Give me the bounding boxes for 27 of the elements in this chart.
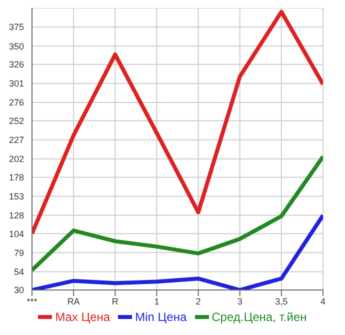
x-tick-label: 4	[320, 296, 326, 306]
y-tick-label: 54	[14, 266, 24, 277]
legend-label: Сред.Цена, т.йен	[210, 310, 307, 324]
x-tick-label: ***	[26, 296, 38, 306]
x-tick-label: 2	[196, 296, 201, 306]
y-tick-label: 128	[8, 210, 24, 221]
x-tick-label: R	[112, 296, 119, 306]
y-tick-label: 104	[8, 228, 24, 239]
x-tick-label: 3,5	[275, 296, 288, 306]
y-tick-label: 252	[8, 116, 24, 126]
y-tick-label: 30	[14, 285, 24, 296]
y-tick-label: 350	[8, 41, 24, 52]
x-tick-label: RA	[67, 296, 80, 306]
y-tick-label: 276	[8, 98, 24, 108]
x-tick-label: 1	[154, 296, 160, 306]
y-tick-label: 79	[14, 248, 24, 258]
y-tick-label: 227	[8, 135, 24, 146]
legend-label: Max Цена	[54, 310, 110, 324]
line-series	[32, 154, 323, 272]
y-tick-label: 375	[8, 22, 24, 32]
y-tick-label: 153	[8, 191, 24, 202]
y-tick-label: 202	[8, 154, 24, 164]
legend-label: Min Цена	[134, 310, 187, 324]
y-tick-label: 301	[8, 78, 24, 89]
y-tick-label: 178	[8, 172, 24, 182]
y-tick-label: 326	[8, 60, 24, 70]
x-tick-label: 3	[237, 296, 242, 306]
